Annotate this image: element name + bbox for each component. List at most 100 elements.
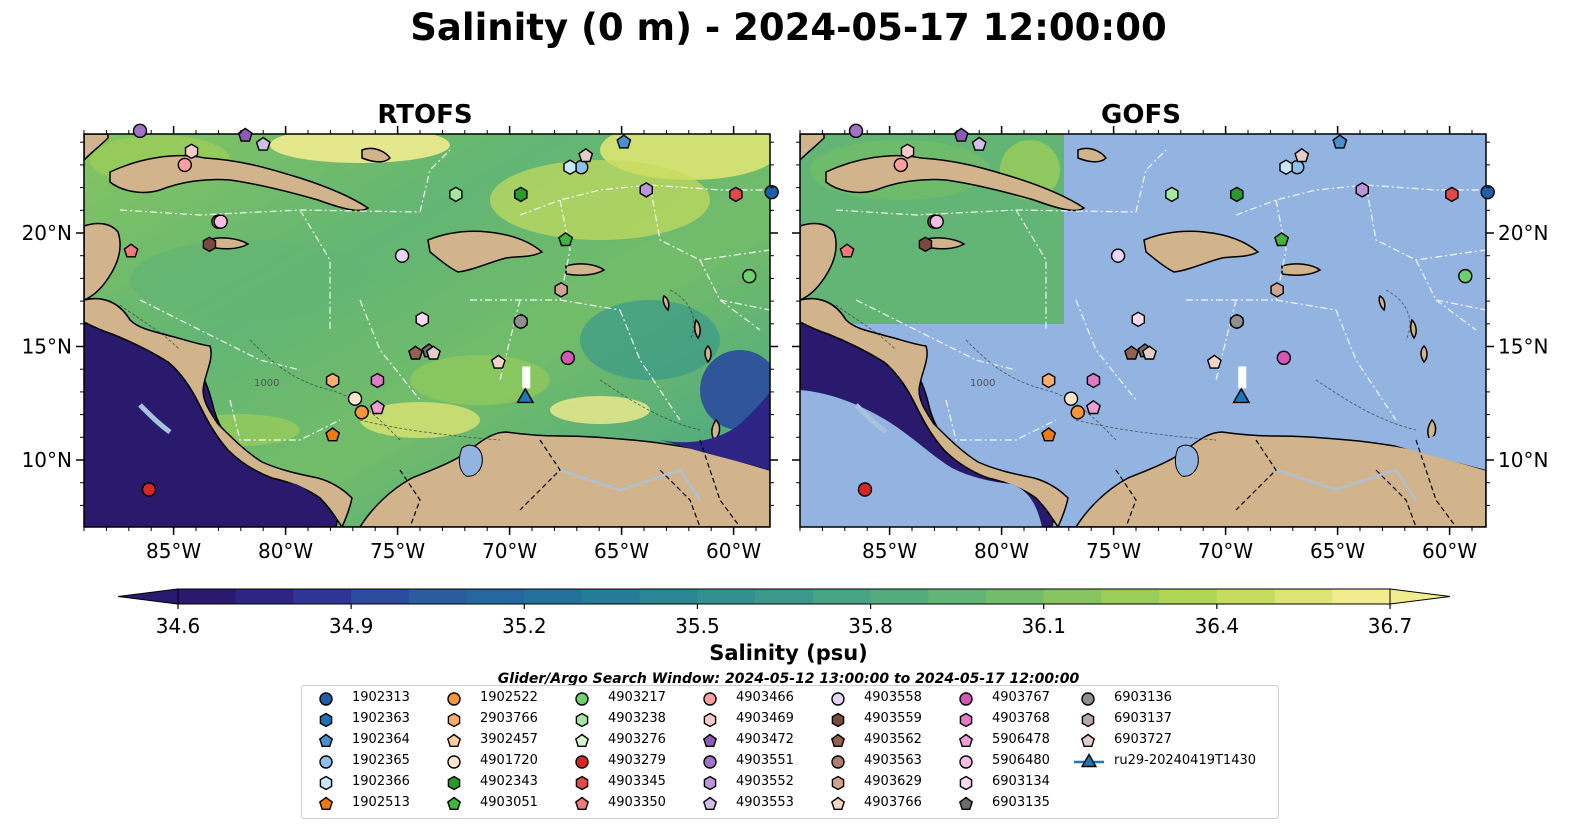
circle-marker-icon: [959, 755, 973, 769]
float-marker-2903766: [325, 372, 340, 389]
legend-label: 4901720: [480, 753, 538, 768]
colorbar-tick-label: 35.2: [502, 614, 547, 638]
legend-label: 1902366: [352, 774, 410, 789]
colorbar-swatch: [582, 589, 641, 604]
hexagon-marker-icon: [831, 775, 845, 791]
circle-marker-icon: [575, 692, 589, 706]
colorbar-swatch: [870, 589, 929, 604]
lon-tick-label: 80°W: [258, 539, 313, 563]
hexagon-marker-icon: [703, 775, 717, 791]
float-marker-6903727: [425, 345, 441, 360]
float-legend: 1902313 1902363 1902364 1902365 1902366 19025…: [301, 685, 1279, 819]
hexagon-marker-icon: [1081, 712, 1095, 728]
colorbar-swatch: [697, 589, 756, 604]
pentagon-marker-icon: [958, 796, 974, 811]
float-marker-4903558: [1110, 248, 1126, 263]
colorbar-swatch: [408, 589, 468, 604]
float-marker-4903238: [1165, 186, 1179, 203]
glider-marker-ru29: [1232, 387, 1251, 404]
float-marker-4903345: [729, 186, 743, 203]
colorbar: 34.6 34.9 35.2 35.5 35.8 36.1 36.4 36.7: [117, 588, 1451, 638]
float-marker-1902522: [354, 405, 369, 420]
legend-label: 4902343: [480, 774, 538, 789]
float-marker-4903051: [1274, 231, 1290, 247]
float-marker-6903134: [415, 311, 429, 328]
circle-marker-icon: [703, 755, 717, 769]
legend-label: 4903552: [736, 774, 794, 789]
float-marker-4903238: [449, 186, 463, 203]
circle-marker-icon: [831, 755, 845, 769]
panel-title-gofs: GOFS: [1101, 100, 1181, 130]
glider-marker-ru29: [516, 387, 535, 404]
legend-label: 6903137: [1114, 711, 1172, 726]
float-marker-1902513: [325, 427, 341, 442]
lon-tick-label: 70°W: [1198, 539, 1253, 563]
float-marker-1902313: [764, 184, 779, 200]
float-marker-4903767: [560, 350, 576, 366]
legend-label: 4903558: [864, 690, 922, 705]
colorbar-label: Salinity (psu): [709, 641, 868, 665]
legend-label: 1902364: [352, 732, 410, 747]
lon-tick-label: 65°W: [594, 539, 649, 563]
triangle-marker-icon: [1074, 753, 1104, 768]
lon-tick-label: 75°W: [1086, 539, 1141, 563]
float-marker-4903766: [490, 354, 506, 369]
float-marker-6903136: [1229, 314, 1245, 329]
float-marker-4903629: [554, 281, 568, 298]
float-marker-4903553: [255, 136, 271, 151]
legend-label: 4903562: [864, 732, 922, 747]
float-marker-5906480: [213, 214, 228, 229]
lon-tick-label: 60°W: [706, 539, 761, 563]
lon-tick-label: 75°W: [370, 539, 425, 563]
float-marker-4903629: [1270, 281, 1284, 298]
lon-tick-label: 85°W: [146, 539, 201, 563]
legend-label: 4903553: [736, 795, 794, 810]
pentagon-marker-icon: [958, 733, 974, 748]
pentagon-marker-icon: [318, 733, 334, 748]
pentagon-marker-icon: [702, 796, 718, 811]
legend-label: 4903345: [608, 774, 666, 789]
lon-tick-label: 80°W: [974, 539, 1029, 563]
colorbar-swatch: [986, 589, 1045, 604]
colorbar-swatch: [235, 589, 294, 604]
colorbar-tick-label: 35.5: [675, 614, 720, 638]
colorbar-swatch: [639, 589, 698, 604]
circle-marker-icon: [1081, 692, 1095, 706]
legend-label: 4903051: [480, 795, 538, 810]
legend-label: 6903727: [1114, 732, 1172, 747]
float-marker-1902366: [563, 159, 577, 176]
lat-tick-label-right: 20°N: [1498, 221, 1548, 245]
legend-label: 4903350: [608, 795, 666, 810]
float-marker-6903136: [513, 314, 528, 329]
circle-marker-icon: [703, 692, 717, 706]
lat-tick-label-right: 10°N: [1498, 448, 1548, 472]
pentagon-marker-icon: [830, 733, 846, 748]
float-marker-4903559: [202, 236, 217, 253]
pentagon-marker-icon: [702, 733, 718, 748]
legend-label: 4903563: [864, 753, 922, 768]
circle-marker-icon: [447, 692, 461, 706]
legend-label: 4903766: [864, 795, 922, 810]
float-marker-6903727: [1141, 345, 1157, 360]
circle-marker-icon: [831, 692, 845, 706]
legend-label: 4903466: [736, 690, 794, 705]
float-marker-6903727: [578, 147, 594, 163]
colorbar-swatch: [293, 589, 352, 604]
colorbar-tick-label: 36.4: [1195, 614, 1240, 638]
float-marker-4903279: [857, 482, 873, 497]
colorbar-swatch: [524, 589, 583, 604]
hexagon-marker-icon: [447, 775, 461, 791]
legend-label: 1902513: [352, 795, 410, 810]
colorbar-swatch: [1159, 589, 1218, 604]
panel-title-rtofs: RTOFS: [377, 100, 473, 130]
colorbar-swatch: [178, 589, 237, 604]
lat-tick-label-left: 20°N: [22, 221, 72, 245]
legend-label: 1902313: [352, 690, 410, 705]
legend-label: ru29-20240419T1430: [1114, 753, 1257, 768]
float-marker-5906478: [1085, 399, 1101, 415]
legend-label: 4903238: [608, 711, 666, 726]
lat-tick-label-left: 10°N: [22, 448, 72, 472]
float-marker-4903469: [900, 143, 915, 160]
pentagon-marker-icon: [574, 796, 590, 811]
